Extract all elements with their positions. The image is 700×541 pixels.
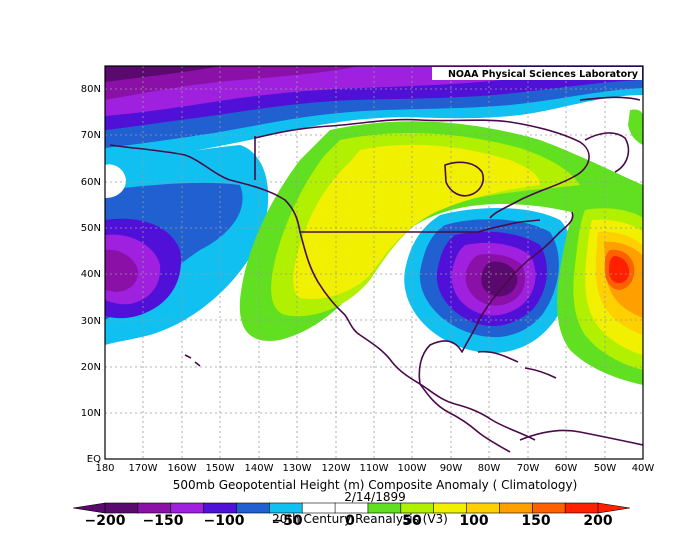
lat-tick: 50N — [81, 223, 101, 234]
colorbar-swatch — [499, 502, 534, 514]
lat-tick: 20N — [81, 362, 101, 373]
lon-tick: 110W — [360, 463, 389, 474]
dataset-label: 20th Century Reanalysis (V3) — [272, 512, 448, 526]
colorbar — [72, 502, 631, 514]
lat-axis: EQ 10N 20N 30N 40N 50N 60N 70N 80N — [81, 84, 101, 465]
colorbar-label: −150 — [143, 513, 184, 529]
colorbar-swatch — [236, 502, 271, 514]
lon-tick: 150W — [206, 463, 235, 474]
colorbar-swatch — [203, 502, 238, 514]
lon-tick: 120W — [322, 463, 351, 474]
lon-tick: 170W — [129, 463, 158, 474]
colorbar-low-arrow — [72, 502, 106, 514]
colorbar-swatch — [137, 502, 172, 514]
colorbar-labels: −200 −150 −100 −50 0 50 100 150 200 — [85, 513, 613, 529]
lon-tick: 140W — [245, 463, 274, 474]
colorbar-label: −200 — [85, 513, 126, 529]
colorbar-label: 100 — [459, 513, 488, 529]
colorbar-label: −100 — [204, 513, 245, 529]
colorbar-label: 50 — [402, 513, 422, 529]
lon-tick: 40W — [632, 463, 655, 474]
colorbar-swatch — [564, 502, 599, 514]
lat-tick: 60N — [81, 177, 101, 188]
coastlines — [109, 96, 643, 453]
colorbar-label: 0 — [345, 513, 355, 529]
colorbar-swatch — [466, 502, 501, 514]
colorbar-label: 200 — [583, 513, 612, 529]
colorbar-high-arrow — [597, 502, 631, 514]
lon-tick: 50W — [594, 463, 617, 474]
lat-tick: 80N — [81, 84, 101, 95]
lat-tick: 30N — [81, 316, 101, 327]
credit-text: NOAA Physical Sciences Laboratory — [448, 69, 639, 80]
map-title: 500mb Geopotential Height (m) Composite … — [173, 478, 578, 492]
lon-tick: 70W — [517, 463, 540, 474]
lon-axis: 180 170W 160W 150W 140W 130W 120W 110W 1… — [95, 463, 654, 474]
colorbar-swatch — [531, 502, 566, 514]
colorbar-swatch — [104, 502, 139, 514]
lat-tick: 10N — [81, 408, 101, 419]
colorbar-label: −50 — [271, 513, 302, 529]
colorbar-label: 150 — [521, 513, 550, 529]
lat-tick: 70N — [81, 130, 101, 141]
plot-frame — [104, 65, 644, 460]
lat-tick: EQ — [87, 454, 101, 465]
lat-tick: 40N — [81, 269, 101, 280]
map-date: 2/14/1899 — [344, 490, 406, 504]
lon-tick: 160W — [168, 463, 197, 474]
map-gridlines — [105, 66, 643, 459]
lon-tick: 100W — [398, 463, 427, 474]
lon-tick: 90W — [440, 463, 463, 474]
colorbar-swatch — [170, 502, 205, 514]
lon-tick: 130W — [283, 463, 312, 474]
lon-tick: 180 — [95, 463, 114, 474]
lon-tick: 80W — [478, 463, 501, 474]
credit-box — [432, 67, 642, 80]
lon-tick: 60W — [555, 463, 578, 474]
